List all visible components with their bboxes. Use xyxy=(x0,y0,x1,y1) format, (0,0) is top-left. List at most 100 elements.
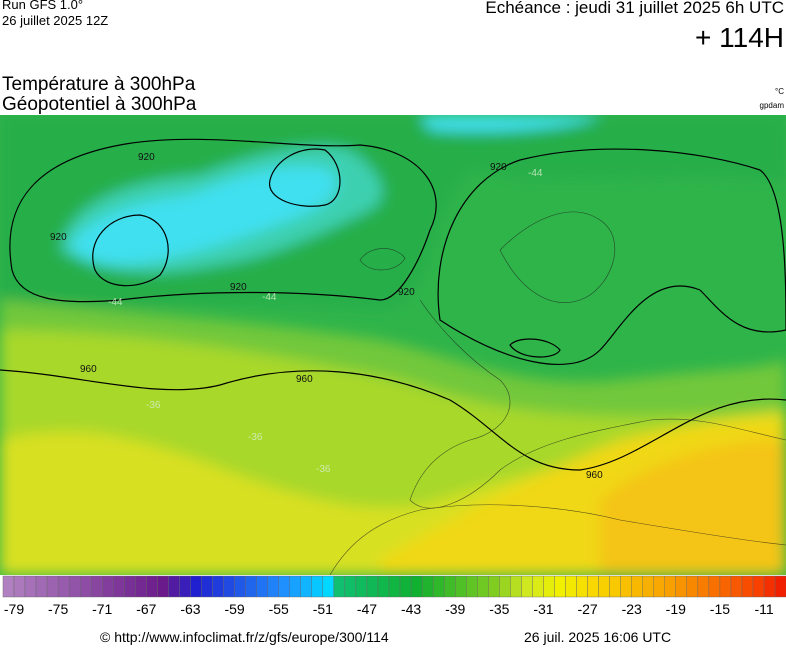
colorbar-cell xyxy=(212,575,224,598)
contour-label: 960 xyxy=(296,374,313,385)
colorbar-cell xyxy=(135,575,147,598)
colorbar-cell xyxy=(157,575,169,598)
colorbar-label: -23 xyxy=(622,601,642,617)
colorbar-label: -35 xyxy=(489,601,509,617)
colorbar-cell xyxy=(609,575,621,598)
colorbar-label: -11 xyxy=(754,601,773,617)
colorbar-cell xyxy=(686,575,699,598)
colorbar-cell xyxy=(278,575,290,598)
valid-time: Echéance : jeudi 31 juillet 2025 6h UTC xyxy=(485,0,784,17)
colorbar-cell xyxy=(752,575,765,598)
colorbar-cell xyxy=(399,575,412,598)
colorbar-cell xyxy=(708,575,721,598)
isotherm-label: -36 xyxy=(146,400,161,411)
colorbar-cell xyxy=(311,575,324,598)
colorbar-cell xyxy=(223,575,235,598)
colorbar-cell xyxy=(565,575,577,598)
colorbar-cell xyxy=(24,575,37,598)
colorbar-label: -67 xyxy=(136,601,156,617)
colorbar-cell xyxy=(300,575,313,598)
colorbar-cell xyxy=(477,575,489,598)
colorbar-cell xyxy=(146,575,158,598)
colorbar-cell xyxy=(344,575,357,598)
colorbar-labels: -79 -75 -71 -67 -63 -59 -55 -51 -47 -43 -39 -35 -31 -… xyxy=(4,601,774,617)
colorbar-cell xyxy=(543,575,555,598)
colorbar-cell xyxy=(664,575,677,598)
unit-temperature: °C xyxy=(775,87,784,96)
footer-url: © http://www.infoclimat.fr/z/gfs/europe/… xyxy=(100,629,389,645)
colorbar-cell xyxy=(13,575,26,598)
contour-label: 920 xyxy=(398,287,415,298)
colorbar-cell xyxy=(35,575,48,598)
title-temperature: Température à 300hPa xyxy=(2,74,196,95)
colorbar-cell xyxy=(443,575,456,598)
colorbar-cell xyxy=(201,575,213,598)
isotherm-label: -44 xyxy=(528,168,543,179)
contour-label: 920 xyxy=(50,232,67,243)
contour-label: 920 xyxy=(490,162,507,173)
colorbar-label: -43 xyxy=(401,601,421,617)
contour-label: 960 xyxy=(586,470,603,481)
colorbar-cell xyxy=(532,575,544,598)
colorbar-cell xyxy=(68,575,81,598)
colorbar-cell xyxy=(289,575,301,598)
colorbar-cell xyxy=(355,575,368,598)
colorbar-cell xyxy=(763,575,776,598)
colorbar-cell xyxy=(322,575,335,598)
colorbar-cell xyxy=(410,575,423,598)
map-labels: 920 920 920 920 920 960 960 960 -44 -44 -44 -36 -36 -… xyxy=(50,152,603,481)
colorbar-cell xyxy=(598,575,610,598)
colorbar-label: -31 xyxy=(533,601,553,617)
map xyxy=(0,115,786,575)
colorbar-cell xyxy=(521,575,533,598)
colorbar-cell xyxy=(377,575,390,598)
colorbar-label: -27 xyxy=(577,601,597,617)
contour-label: 920 xyxy=(230,282,247,293)
colorbar-cell xyxy=(653,575,665,598)
colorbar-cell xyxy=(730,575,743,598)
colorbar-cell xyxy=(697,575,710,598)
coastlines xyxy=(329,211,786,575)
colorbar-label: -47 xyxy=(357,601,377,617)
isotherm-label: -36 xyxy=(316,464,331,475)
run-label: Run GFS 1.0° xyxy=(2,0,83,12)
colorbar-cell xyxy=(421,575,434,598)
colorbar-label: -75 xyxy=(48,601,68,617)
colorbar-cell xyxy=(675,575,688,598)
colorbar-cell xyxy=(587,575,599,598)
isotherm-label: -44 xyxy=(108,297,123,308)
colorbar-label: -63 xyxy=(180,601,200,617)
colorbar-cell xyxy=(774,575,786,598)
run-date: 26 juillet 2025 12Z xyxy=(2,13,108,28)
colorbar-cell xyxy=(267,575,279,598)
colorbar-cell xyxy=(576,575,588,598)
colorbar-label: -55 xyxy=(269,601,289,617)
colorbar-cell xyxy=(2,575,15,598)
colorbar-cell xyxy=(190,575,202,598)
colorbar-label: -51 xyxy=(313,601,333,617)
colorbar-label: -15 xyxy=(710,601,730,617)
colorbar-cell xyxy=(719,575,732,598)
colorbar-label: -59 xyxy=(224,601,244,617)
colorbar-cell xyxy=(333,575,346,598)
colorbar-cell xyxy=(620,575,632,598)
colorbar-cell xyxy=(466,575,478,598)
colorbar-label: -19 xyxy=(666,601,686,617)
colorbar-cell xyxy=(499,575,511,598)
colorbar-cell xyxy=(102,575,114,598)
colorbar-label: -39 xyxy=(445,601,465,617)
colorbar-cell xyxy=(124,575,136,598)
colorbar xyxy=(2,575,786,598)
colorbar-cell xyxy=(234,575,246,598)
colorbar-cell xyxy=(455,575,467,598)
unit-geopotential: gpdam xyxy=(760,101,785,110)
colorbar-cell xyxy=(57,575,70,598)
title-geopotential: Géopotentiel à 300hPa xyxy=(2,94,197,115)
colorbar-cell xyxy=(245,575,257,598)
colorbar-cell xyxy=(366,575,379,598)
colorbar-cell xyxy=(642,575,654,598)
colorbar-cell xyxy=(46,575,59,598)
colorbar-cell xyxy=(432,575,445,598)
colorbar-cell xyxy=(741,575,754,598)
